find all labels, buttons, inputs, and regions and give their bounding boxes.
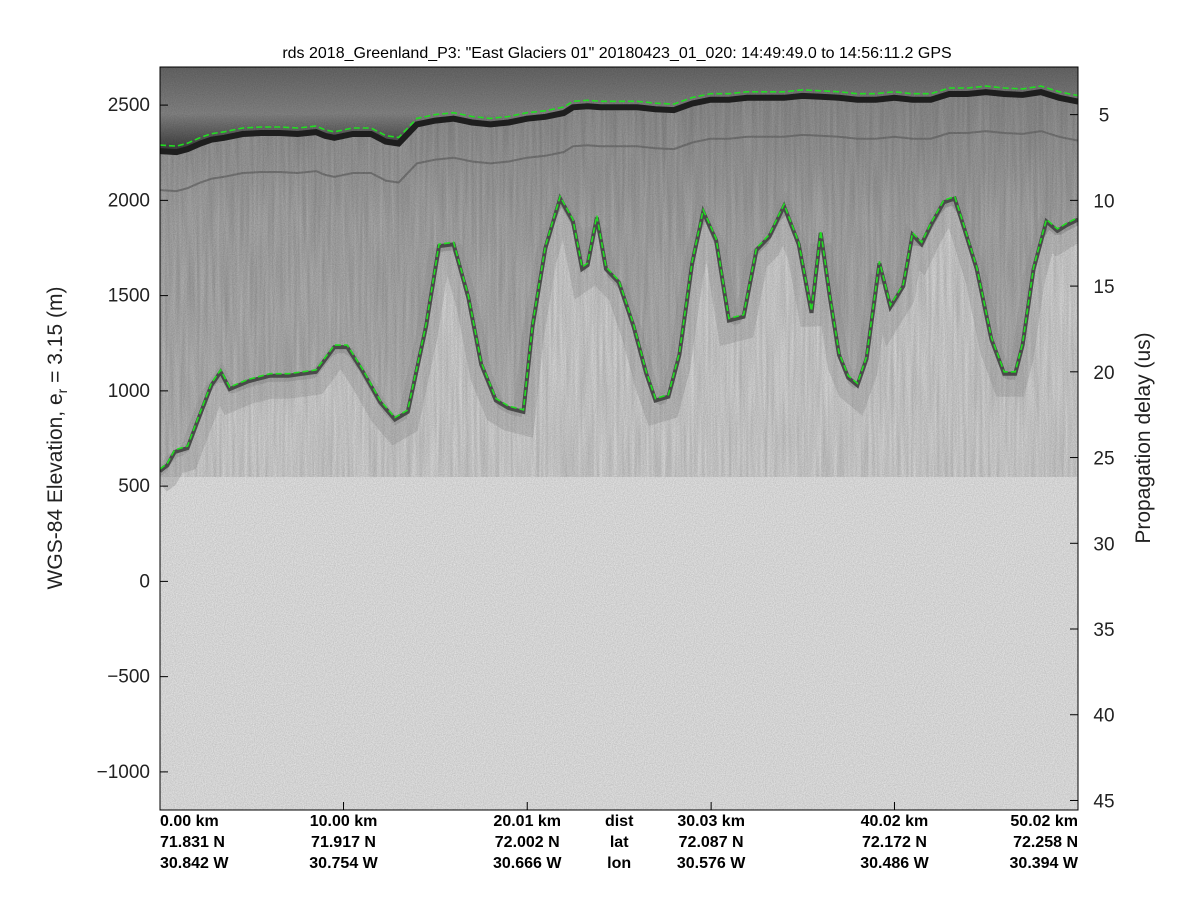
y2-tick-label: 20: [1093, 363, 1114, 384]
y-tick-label: −1000: [97, 762, 150, 783]
y-axis-label: WGS-84 Elevation, er = 3.15 (m): [44, 287, 70, 590]
y2-tick-label: 30: [1093, 534, 1114, 555]
x-lat-label: 72.087 N: [679, 834, 744, 851]
y-tick-label: 2500: [108, 95, 150, 116]
x-lat-label: 72.002 N: [495, 834, 560, 851]
y-tick-label: 1000: [108, 381, 150, 402]
row-label-lon: lon: [607, 855, 631, 872]
bottom-annotations: 0.00 km 71.831 N 30.842 W 10.00 km 71.917 N 3…: [160, 802, 1079, 872]
x-lat-label: 72.258 N: [1013, 834, 1078, 851]
echogram-image: [160, 67, 1078, 810]
y-axis-label-subscript: r: [54, 388, 70, 393]
right-axis-ticks: 5 10 15 20 25 30 35 40 45: [1070, 106, 1115, 812]
y2-tick-label: 5: [1099, 106, 1110, 127]
x-lat-label: 71.831 N: [160, 834, 225, 851]
bed-echo: [160, 193, 1078, 473]
row-label-dist: dist: [605, 813, 634, 830]
left-axis-ticks: 2500 2000 1500 1000 500 0 −500 −1000: [97, 95, 168, 783]
y-tick-label: 500: [118, 476, 150, 497]
row-label-lat: lat: [610, 834, 629, 851]
echogram-speckle: [160, 67, 1078, 810]
x-lon-label: 30.394 W: [1010, 855, 1079, 872]
y-tick-label: 0: [139, 571, 150, 592]
y-tick-label: −500: [107, 667, 150, 688]
surface-echo: [160, 89, 1078, 156]
y-tick-label: 1500: [108, 286, 150, 307]
x-lon-label: 30.754 W: [309, 855, 378, 872]
x-lat-label: 72.172 N: [862, 834, 927, 851]
y2-tick-label: 45: [1093, 791, 1114, 812]
x-dist-label: 0.00 km: [160, 813, 219, 830]
plot-frame: [159, 66, 1079, 811]
y-tick-label: 2000: [108, 190, 150, 211]
x-lon-label: 30.666 W: [493, 855, 562, 872]
y2-tick-label: 35: [1093, 620, 1114, 641]
y-axis-label-rest: = 3.15 (m): [44, 287, 67, 389]
y2-tick-label: 15: [1093, 277, 1114, 298]
y2-axis-label: Propagation delay (us): [1132, 332, 1155, 543]
x-dist-label: 40.02 km: [861, 813, 929, 830]
x-dist-label: 30.03 km: [677, 813, 745, 830]
x-dist-label: 20.01 km: [493, 813, 561, 830]
y2-tick-label: 40: [1093, 706, 1114, 727]
y2-tick-label: 10: [1093, 191, 1114, 212]
x-dist-label: 10.00 km: [310, 813, 378, 830]
surface-layer-pick: [160, 85, 1078, 147]
x-lon-label: 30.576 W: [677, 855, 746, 872]
x-lon-label: 30.842 W: [160, 855, 229, 872]
y-axis-label-main: WGS-84 Elevation, e: [44, 393, 67, 589]
x-dist-label: 50.02 km: [1010, 813, 1078, 830]
x-lat-label: 71.917 N: [311, 834, 376, 851]
y2-tick-label: 25: [1093, 449, 1114, 470]
bed-layer-pick: [160, 194, 1078, 470]
x-lon-label: 30.486 W: [860, 855, 929, 872]
chart-title: rds 2018_Greenland_P3: "East Glaciers 01…: [282, 45, 951, 62]
